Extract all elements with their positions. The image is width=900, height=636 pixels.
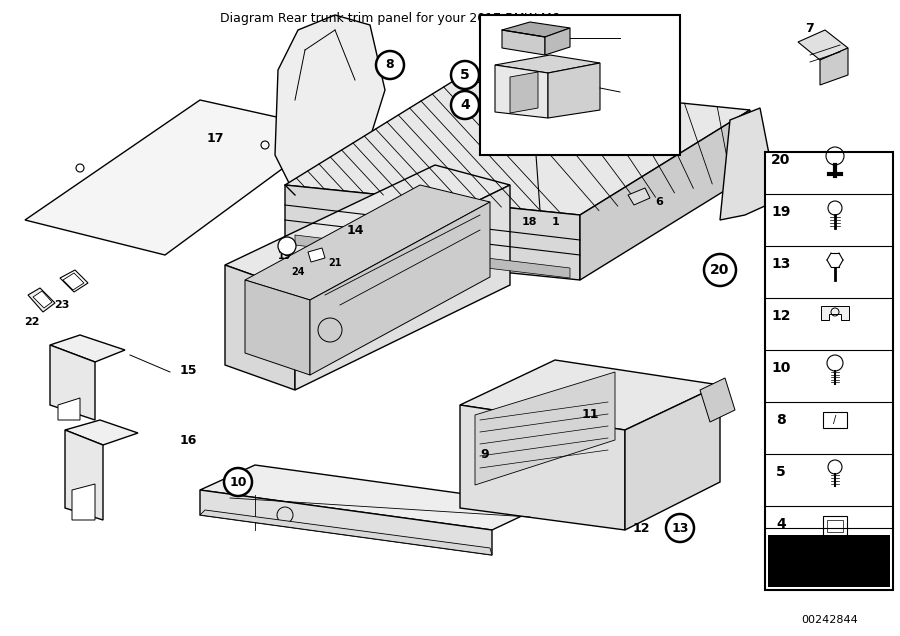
Polygon shape [502,30,545,55]
Text: 10: 10 [771,361,791,375]
Polygon shape [475,372,615,485]
Polygon shape [28,288,55,312]
Polygon shape [285,80,750,215]
Polygon shape [225,165,510,290]
Text: 23: 23 [54,300,69,310]
Text: 8: 8 [776,413,786,427]
Text: 11: 11 [581,408,598,422]
Text: 4: 4 [460,98,470,112]
Polygon shape [820,48,848,85]
Text: 7: 7 [806,22,814,34]
Circle shape [376,51,404,79]
Polygon shape [50,345,95,420]
Circle shape [278,237,296,255]
Polygon shape [25,100,335,255]
Text: 12: 12 [633,522,650,534]
Text: 21: 21 [328,258,341,268]
Polygon shape [200,490,492,555]
Polygon shape [720,108,778,220]
Polygon shape [200,510,492,555]
Polygon shape [310,202,490,375]
Polygon shape [60,270,88,292]
Text: 3: 3 [622,33,630,43]
Text: 5: 5 [776,465,786,479]
Text: 2: 2 [622,85,631,99]
Circle shape [666,514,694,542]
Polygon shape [275,15,385,200]
Polygon shape [50,335,125,362]
Text: 9: 9 [481,448,490,462]
Polygon shape [545,28,570,55]
Polygon shape [821,306,849,320]
Polygon shape [625,385,720,530]
Text: 13: 13 [671,522,688,534]
Bar [480,15,680,155]
Text: 22: 22 [24,317,40,327]
Polygon shape [72,484,95,520]
Bar [823,412,847,428]
Text: 12: 12 [771,309,791,323]
Text: 15: 15 [180,364,197,377]
Text: /: / [833,415,837,425]
Polygon shape [295,235,570,278]
Polygon shape [548,63,600,118]
Circle shape [451,61,479,89]
Polygon shape [460,405,625,530]
Text: 20: 20 [771,153,791,167]
Bar [827,520,843,532]
Polygon shape [700,378,735,422]
Polygon shape [628,188,650,205]
Polygon shape [200,465,545,530]
Polygon shape [245,280,310,375]
Text: 6: 6 [655,197,663,207]
Polygon shape [580,110,750,280]
Circle shape [704,254,736,286]
Polygon shape [295,185,510,390]
Text: 13: 13 [771,257,791,271]
Polygon shape [460,360,720,430]
Polygon shape [768,535,890,587]
Text: 5: 5 [460,68,470,82]
Polygon shape [33,291,52,308]
Polygon shape [65,430,103,520]
Polygon shape [495,55,600,73]
Bar [765,152,893,590]
Text: 18: 18 [521,217,537,227]
Polygon shape [63,273,84,290]
Circle shape [451,91,479,119]
Polygon shape [65,420,138,445]
Polygon shape [495,65,548,118]
Text: 10: 10 [230,476,247,488]
Text: 19: 19 [278,251,292,261]
Text: 8: 8 [386,59,394,71]
Text: 4: 4 [776,517,786,531]
Text: 00242844: 00242844 [801,615,858,625]
Text: 14: 14 [346,223,364,237]
Polygon shape [58,398,80,420]
Polygon shape [245,185,490,300]
Text: Diagram Rear trunk trim panel for your 2017 BMW M6: Diagram Rear trunk trim panel for your 2… [220,12,560,25]
Polygon shape [308,248,325,262]
Polygon shape [225,265,295,390]
Text: 16: 16 [180,434,197,446]
Text: 24: 24 [292,267,305,277]
Polygon shape [768,538,790,587]
Polygon shape [285,185,580,280]
Polygon shape [502,22,570,37]
Polygon shape [798,30,848,60]
Bar [823,516,847,536]
Text: 17: 17 [206,132,224,144]
Text: 20: 20 [710,263,730,277]
Circle shape [224,468,252,496]
Text: 19: 19 [771,205,791,219]
Text: 1: 1 [552,217,560,227]
Polygon shape [510,72,538,113]
